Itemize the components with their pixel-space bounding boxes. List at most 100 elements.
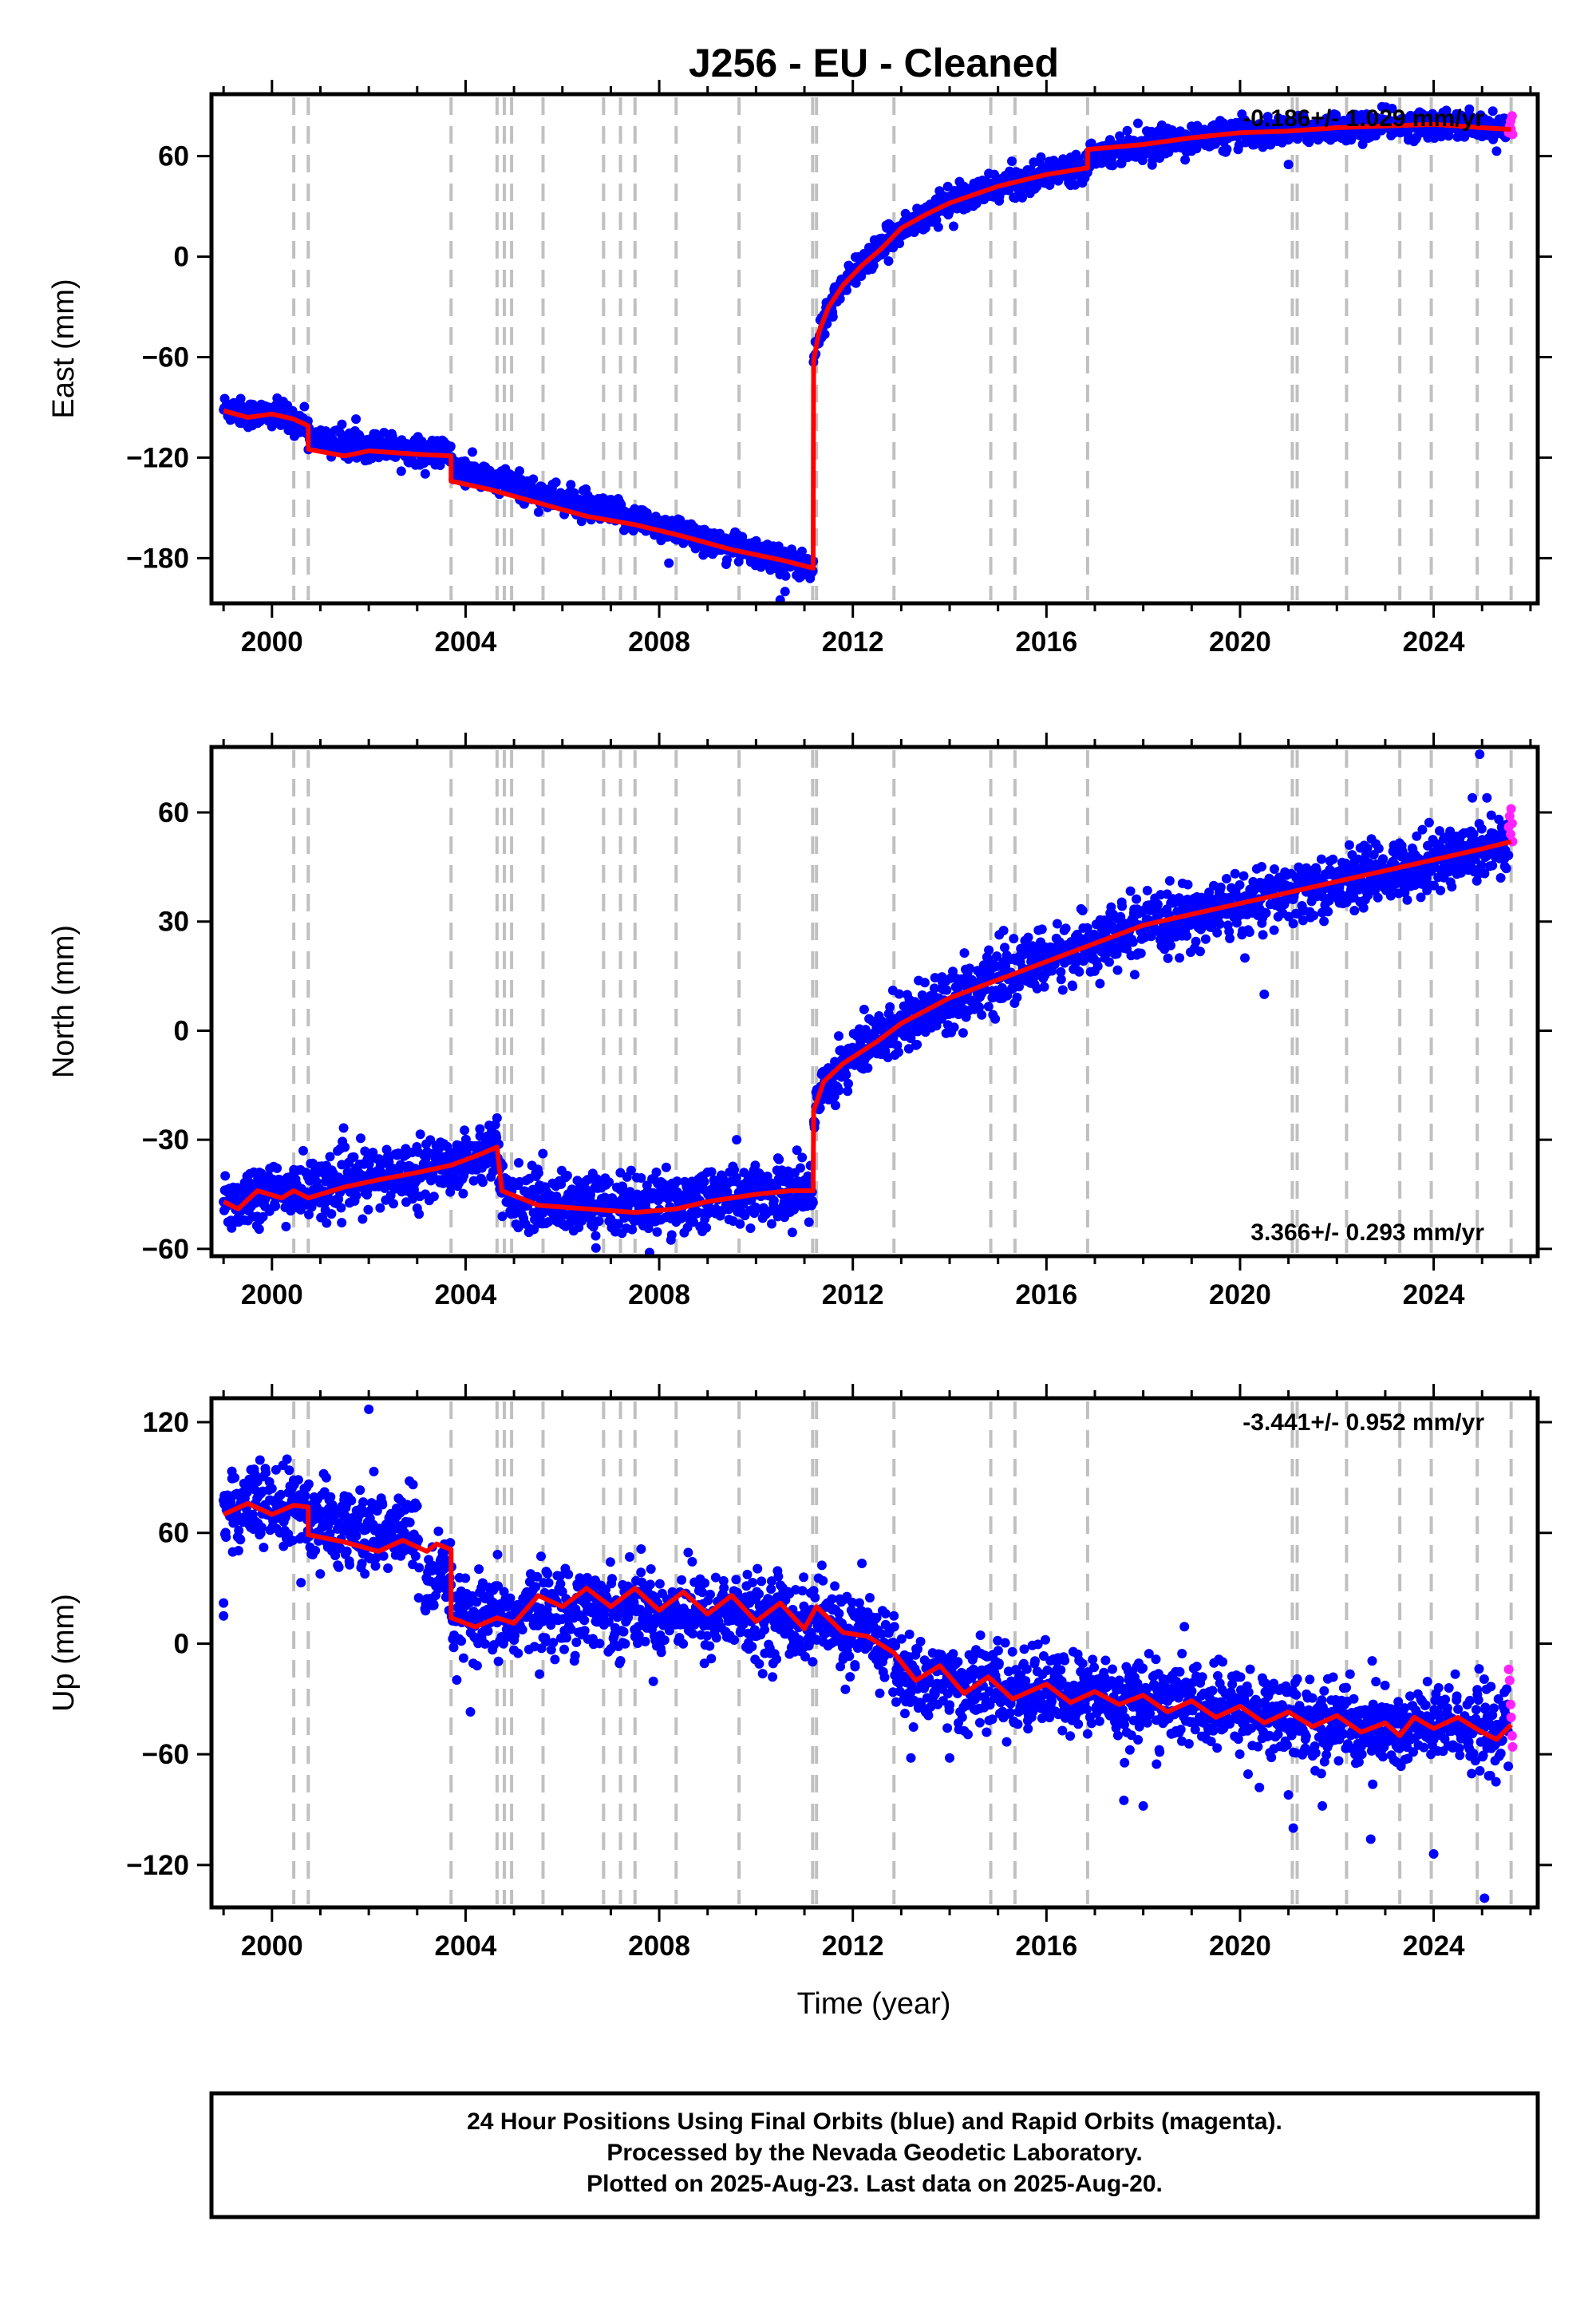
east-y-tick-label: −120 xyxy=(126,442,189,473)
north-point xyxy=(1012,992,1022,1002)
north-point xyxy=(984,945,994,955)
east-point xyxy=(1070,180,1080,190)
north-point xyxy=(460,1125,470,1136)
east-x-ticks: 2000 2004 2008 2012 2016 2020 2024 xyxy=(222,80,1532,658)
east-rapid-point xyxy=(1507,111,1517,121)
east-point xyxy=(1007,156,1017,166)
north-point xyxy=(375,1203,385,1213)
east-rate-annotation: -0.186+/- 1.029 mm/yr xyxy=(1242,105,1484,132)
north-point xyxy=(843,1078,853,1089)
east-panel: 2000 2004 2008 2012 2016 2020 2024600−60−120−1… xyxy=(47,80,1552,658)
north-point xyxy=(1112,965,1123,975)
north-point xyxy=(337,1218,347,1227)
north-point xyxy=(356,1133,365,1144)
north-point xyxy=(271,1201,281,1211)
north-point xyxy=(831,1101,840,1111)
east-y-tick-label: −60 xyxy=(142,342,189,373)
north-point xyxy=(859,1004,869,1014)
north-point xyxy=(1061,923,1071,934)
east-point xyxy=(337,419,347,429)
chart-title: J256 - EU - Cleaned xyxy=(689,41,1059,85)
north-point xyxy=(591,1231,601,1241)
north-point xyxy=(514,1158,523,1168)
east-point xyxy=(820,329,830,339)
north-point xyxy=(326,1209,337,1219)
east-point xyxy=(883,256,894,267)
east-point xyxy=(1108,160,1118,171)
north-point xyxy=(1104,957,1114,967)
north-point xyxy=(652,1227,662,1237)
north-point xyxy=(1182,931,1192,941)
east-point xyxy=(299,401,310,412)
north-point xyxy=(1183,879,1193,890)
north-point xyxy=(666,1230,677,1240)
east-point xyxy=(420,468,430,479)
north-point xyxy=(1222,874,1231,883)
east-x-tick-label: 2004 xyxy=(435,626,497,658)
east-point xyxy=(895,239,905,248)
east-final-points xyxy=(219,101,1514,605)
east-point xyxy=(1017,192,1027,203)
north-point xyxy=(363,1204,373,1215)
north-point xyxy=(325,1152,335,1162)
north-point xyxy=(1052,919,1062,929)
north-point xyxy=(1230,868,1240,879)
north-point xyxy=(478,1177,488,1188)
north-point xyxy=(1244,927,1254,937)
east-x-tick-label: 2016 xyxy=(1015,626,1077,658)
north-point xyxy=(1136,948,1146,958)
north-point xyxy=(699,1176,709,1187)
north-point xyxy=(497,1211,508,1222)
east-x-tick-label: 2024 xyxy=(1403,626,1465,658)
east-x-tick-label: 2012 xyxy=(822,626,884,658)
east-point xyxy=(751,536,761,546)
north-point xyxy=(1358,903,1369,913)
north-point xyxy=(1128,937,1138,947)
north-point xyxy=(1309,911,1319,921)
north-point xyxy=(533,1168,543,1178)
north-point xyxy=(1057,985,1068,995)
north-point xyxy=(338,1123,349,1133)
north-point xyxy=(272,1163,282,1173)
east-point xyxy=(235,393,246,404)
east-point xyxy=(528,474,539,484)
north-point xyxy=(977,1010,987,1020)
north-final-points xyxy=(219,749,1514,1258)
north-point xyxy=(990,1014,1001,1024)
north-point xyxy=(591,1243,601,1253)
north-point xyxy=(787,1227,797,1238)
east-point xyxy=(1122,125,1132,136)
east-point xyxy=(797,546,807,556)
north-point xyxy=(998,926,1009,935)
north-point xyxy=(701,1223,712,1233)
east-model-line xyxy=(223,121,1511,571)
north-point xyxy=(1068,981,1078,991)
east-point xyxy=(1487,106,1498,117)
east-outlier-point xyxy=(499,471,509,481)
north-point xyxy=(1039,982,1049,992)
north-point xyxy=(1328,854,1338,864)
east-event-lines xyxy=(292,97,1513,600)
east-outlier-point xyxy=(1491,146,1502,156)
east-outlier-point xyxy=(721,555,732,565)
north-point xyxy=(1092,961,1103,971)
north-point xyxy=(1378,854,1389,864)
north-point xyxy=(358,1214,368,1224)
north-point xyxy=(1195,947,1205,957)
east-outlier-point xyxy=(1283,160,1294,170)
east-point xyxy=(1133,118,1143,128)
north-point xyxy=(1225,933,1235,943)
east-y-tick-label: 0 xyxy=(174,242,189,273)
east-point xyxy=(1010,193,1021,204)
north-point xyxy=(912,1039,922,1049)
north-point xyxy=(1023,932,1033,943)
north-point xyxy=(1316,854,1326,864)
east-point xyxy=(780,571,791,581)
north-point xyxy=(458,1188,468,1199)
north-point xyxy=(1056,974,1066,985)
east-x-tick-label: 2008 xyxy=(628,626,690,658)
north-point xyxy=(1373,892,1383,903)
north-point xyxy=(340,1142,350,1152)
north-point xyxy=(351,1191,361,1201)
north-point xyxy=(538,1148,548,1159)
